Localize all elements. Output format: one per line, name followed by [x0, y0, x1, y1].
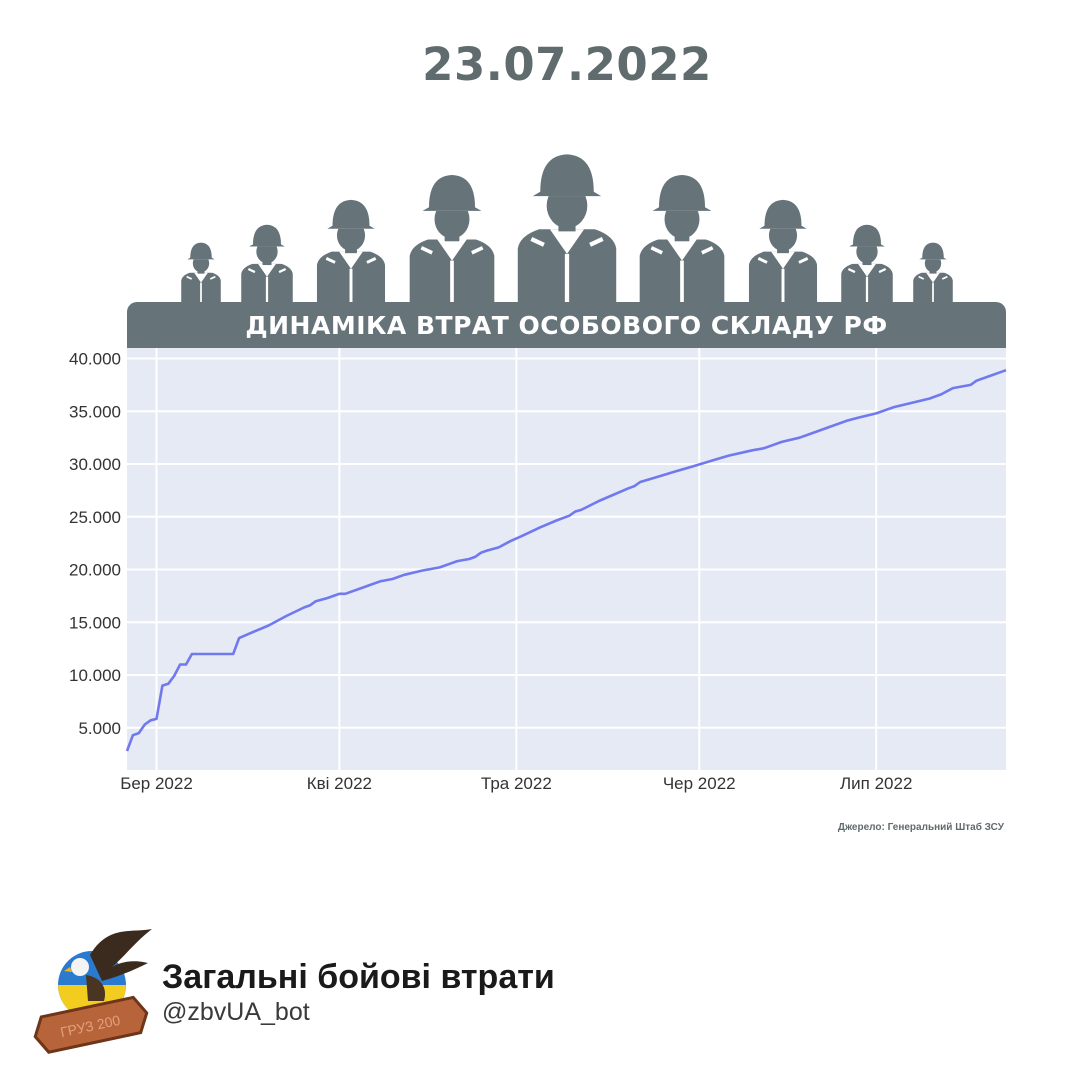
soldier-icon	[181, 242, 221, 302]
line-chart: 5.000 10.000 15.000 20.000 25.000 30.000 35.00…	[69, 348, 1007, 793]
y-tick-label: 30.000	[69, 455, 121, 474]
soldier-icon	[241, 224, 293, 302]
eagle-logo-icon: ГРУЗ 200	[33, 929, 152, 1054]
source-note: Джерело: Генеральний Штаб ЗСУ	[837, 822, 1004, 833]
y-tick-label: 5.000	[78, 719, 121, 738]
x-tick-label: Кві 2022	[307, 774, 372, 793]
y-tick-label: 20.000	[69, 561, 121, 580]
y-tick-label: 25.000	[69, 508, 121, 527]
x-tick-label: Лип 2022	[840, 774, 912, 793]
x-tick-label: Бер 2022	[120, 774, 193, 793]
soldier-icon	[841, 224, 893, 302]
soldier-icon	[517, 154, 617, 302]
brand-handle: @zbvUA_bot	[162, 998, 310, 1026]
soldier-icon	[913, 242, 953, 302]
series-line-losses	[125, 368, 1007, 752]
chart-title-banner: ДИНАМІКА ВТРАТ ОСОБОВОГО СКЛАДУ РФ	[127, 302, 1006, 348]
y-tick-label: 15.000	[69, 613, 121, 632]
y-axis-ticks: 5.000 10.000 15.000 20.000 25.000 30.000 35.00…	[69, 350, 121, 738]
soldier-icon	[748, 199, 818, 302]
soldier-icon	[316, 199, 386, 302]
y-tick-label: 40.000	[69, 350, 121, 369]
x-axis-ticks: Бер 2022 Кві 2022 Тра 2022 Чер 2022 Лип 2022	[120, 774, 912, 793]
x-tick-label: Чер 2022	[663, 774, 736, 793]
y-tick-label: 35.000	[69, 402, 121, 421]
brand-name: Загальні бойові втрати	[162, 958, 555, 996]
date-title: 23.07.2022	[422, 38, 712, 91]
y-tick-label: 10.000	[69, 666, 121, 685]
soldier-icon	[639, 175, 725, 302]
x-tick-label: Тра 2022	[481, 774, 552, 793]
soldier-icon	[409, 175, 495, 302]
